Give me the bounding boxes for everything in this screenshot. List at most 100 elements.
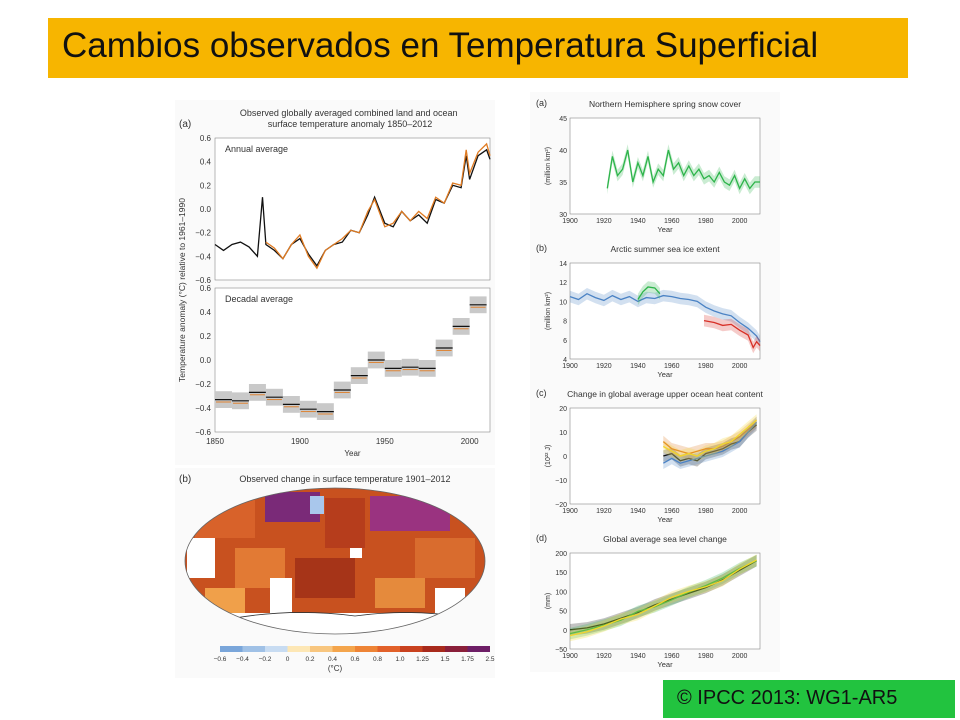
right-panel-title: Arctic summer sea ice extent [610, 244, 720, 254]
colorbar-swatch [377, 646, 400, 652]
annual-ytick-label: −0.2 [195, 229, 211, 238]
right-panel-label: (d) [536, 533, 547, 543]
right-panel-ytick-label: −10 [555, 478, 567, 485]
copyright-badge: © IPCC 2013: WG1-AR5 [663, 680, 955, 718]
colorbar-swatch [332, 646, 355, 652]
figure-b-temperature-map: (b) Observed change in surface temperatu… [175, 468, 495, 678]
right-panel-label: (b) [536, 243, 547, 253]
right-panel-uncertainty-band [663, 416, 757, 460]
right-panel-uncertainty-band [637, 281, 660, 306]
decadal-ytick-label: 0.2 [200, 332, 212, 341]
right-panel-uncertainty-band [607, 144, 760, 195]
right-panel-ytick-label: 30 [559, 212, 567, 219]
right-panel-uncertainty-band [570, 554, 757, 640]
right-panel-series-line-yellow [569, 559, 757, 637]
colorbar-tick-label: −0.6 [214, 656, 227, 663]
right-panel-label: (c) [536, 388, 547, 398]
colorbar-swatch [355, 646, 378, 652]
right-indicator-panels: (a) Northern Hemisphere spring snow cover… [530, 92, 780, 672]
colorbar-tick-label: 1.25 [416, 656, 429, 663]
panel-label-b: (b) [179, 474, 191, 485]
annual-plot-frame [214, 137, 491, 281]
decadal-xtick-label: 1900 [291, 437, 309, 446]
map-colorbar: −0.6 −0.4 −0.2 0 0.2 0.4 0.6 0.8 1.0 1.25 1.5 1.75 2… [214, 646, 495, 663]
right-panel-series-line-red [703, 319, 761, 349]
right-panel-ytick-label: 50 [559, 609, 567, 616]
annual-subtitle: Annual average [225, 144, 288, 154]
decadal-ytick-label: 0.0 [200, 356, 212, 365]
right-panel-ytick-label: 40 [559, 148, 567, 155]
panel-label-a: (a) [179, 119, 191, 130]
right-panel-xlabel: Year [657, 370, 673, 379]
page-title: Cambios observados en Temperatura Superf… [62, 26, 819, 65]
colorbar-swatch [422, 646, 445, 652]
decadal-xtick-label: 1850 [206, 437, 224, 446]
right-panel-xtick-label: 1940 [630, 218, 646, 225]
annual-plot: −0.6 −0.4 −0.2 0.0 0.2 0.4 0.6 Annual average [195, 134, 491, 285]
right-panel-ytick-label: −20 [555, 502, 567, 509]
right-panel-xtick-label: 1960 [664, 218, 680, 225]
right-panel-ytick-label: 10 [559, 430, 567, 437]
decadal-ytick-label: 0.4 [200, 308, 212, 317]
map-outline [184, 487, 486, 635]
annual-ytick-label: 0.2 [200, 181, 212, 190]
right-panel-xlabel: Year [657, 515, 673, 524]
right-panel-xtick-label: 2000 [732, 218, 748, 225]
right-panel-xtick-label: 1980 [698, 363, 714, 370]
annual-ytick-label: 0.4 [200, 158, 212, 167]
right-panel-xtick-label: 1960 [664, 653, 680, 660]
decadal-ytick-label: −0.2 [195, 380, 211, 389]
right-panel-xtick-label: 1980 [698, 218, 714, 225]
colorbar-tick-label: 2.5 [485, 656, 494, 663]
right-panel-ytick-label: 45 [559, 116, 567, 123]
right-panel-ytick-label: 0 [563, 628, 567, 635]
right-panel-uncertainty-band [663, 416, 757, 469]
right-panel-xtick-label: 1900 [562, 363, 578, 370]
decadal-ytick-label: −0.6 [195, 428, 211, 437]
sea-ice-panel: (b) Arctic summer sea ice extent 4 6 8 10 12 14… [536, 243, 761, 379]
right-panel-title: Northern Hemisphere spring snow cover [589, 99, 741, 109]
right-panel-uncertainty-band [663, 414, 757, 462]
copyright-text: © IPCC 2013: WG1-AR5 [677, 687, 898, 709]
right-panel-xtick-label: 1920 [596, 363, 612, 370]
right-panel-ylabel: (million km²) [545, 147, 552, 185]
annual-ytick-label: 0.6 [200, 134, 212, 143]
right-panel-xtick-label: 1900 [562, 218, 578, 225]
annual-ytick-label: −0.4 [195, 252, 211, 261]
right-panel-ylabel: (mm) [545, 593, 552, 609]
colorbar-tick-label: 0.6 [350, 656, 359, 663]
right-panel-series-line-green [569, 560, 757, 635]
right-panel-ytick-label: −50 [555, 647, 567, 654]
right-panel-ylabel: (million km²) [545, 292, 552, 330]
right-panel-xtick-label: 1960 [664, 508, 680, 515]
sea-level-panel: (d) Global average sea level change −50 0 50… [536, 533, 761, 669]
colorbar-swatch [467, 646, 490, 652]
right-panel-ytick-label: 14 [559, 261, 567, 268]
right-panel-ytick-label: 6 [563, 338, 567, 345]
colorbar-swatch [310, 646, 333, 652]
right-panel-xtick-label: 2000 [732, 363, 748, 370]
right-panel-series-line-blue [569, 292, 761, 343]
right-panel-ytick-label: 4 [563, 357, 567, 364]
colorbar-tick-label: 0 [286, 656, 290, 663]
colorbar-tick-label: 0.8 [373, 656, 382, 663]
right-panel-ytick-label: 8 [563, 319, 567, 326]
right-panel-series-line-orange [662, 421, 758, 455]
colorbar-swatch [287, 646, 310, 652]
figure-b-title: Observed change in surface temperature 1… [239, 474, 450, 484]
colorbar-tick-label: −0.4 [236, 656, 249, 663]
right-panel-xtick-label: 1920 [596, 508, 612, 515]
snow-cover-panel: (a) Northern Hemisphere spring snow cover… [536, 98, 761, 234]
colorbar-unit: (°C) [328, 664, 343, 673]
right-panel-xtick-label: 1900 [562, 508, 578, 515]
right-panel-uncertainty-band [570, 288, 760, 348]
colorbar-tick-label: 1.0 [395, 656, 404, 663]
right-panel-ytick-label: 0 [563, 454, 567, 461]
right-panel-series-line-green [637, 286, 661, 300]
right-panel-series-line-green [606, 149, 760, 190]
colorbar-swatch [265, 646, 288, 652]
right-panel-xtick-label: 2000 [732, 508, 748, 515]
right-panel-xtick-label: 1940 [630, 508, 646, 515]
colorbar-tick-label: 0.2 [305, 656, 314, 663]
right-panel-xtick-label: 1900 [562, 653, 578, 660]
